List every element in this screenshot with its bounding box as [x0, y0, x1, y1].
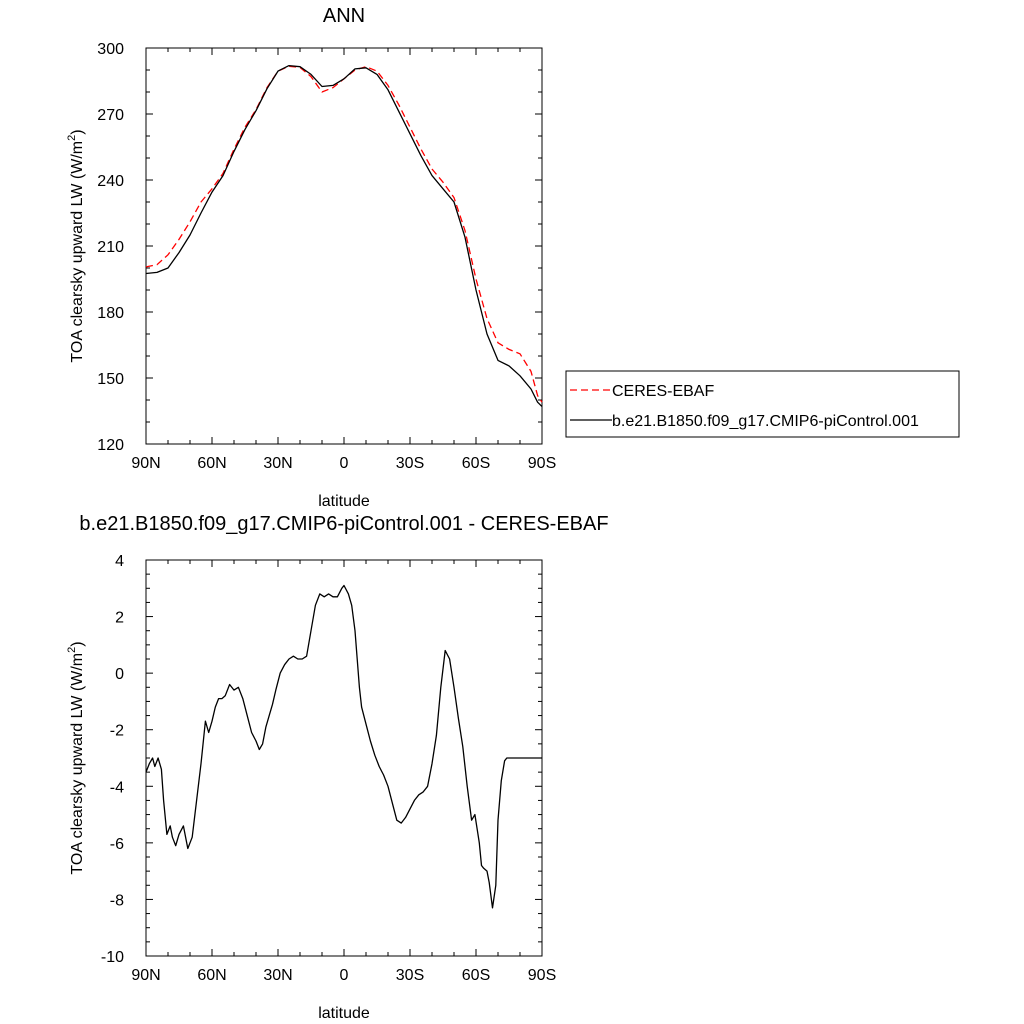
- x-tick-label: 0: [340, 967, 349, 984]
- y-tick-label: 180: [97, 305, 124, 322]
- y-tick-label: 4: [115, 553, 124, 570]
- bottom-chart-lines: [145, 584, 542, 909]
- y-tick-label: -6: [110, 836, 124, 853]
- x-tick-label: 60S: [462, 967, 490, 984]
- series-line-model: [145, 584, 542, 909]
- y-tick-label: 120: [97, 437, 124, 454]
- y-tick-label: -10: [101, 949, 124, 966]
- bottom-chart-plot-frame: [145, 559, 543, 957]
- top-chart-lines: [145, 64, 543, 408]
- top-chart-title: ANN: [323, 5, 365, 27]
- y-tick-label: -4: [110, 779, 124, 796]
- legend-label-model: b.e21.B1850.f09_g17.CMIP6-piControl.001: [612, 413, 919, 430]
- y-tick-label: -8: [110, 892, 124, 909]
- legend: CERES-EBAF b.e21.B1850.f09_g17.CMIP6-piC…: [565, 370, 960, 438]
- y-tick-label: 270: [97, 107, 124, 124]
- bottom-chart-y-axis-label: TOA clearsky upward LW (W/m2): [66, 641, 86, 874]
- x-tick-label: 90N: [131, 455, 160, 472]
- bottom-chart-panel: b.e21.B1850.f09_g17.CMIP6-piControl.001 …: [66, 513, 609, 1022]
- y-tick-label: 300: [97, 41, 124, 58]
- top-chart-ticks: 90N 60N 30N 0 30S 60S 90S 300 270 240 210 180 150 120: [97, 41, 556, 472]
- x-tick-label: 90S: [528, 455, 556, 472]
- x-tick-label: 60N: [197, 967, 226, 984]
- series-line-ceres: [145, 65, 543, 403]
- y-tick-label: 240: [97, 173, 124, 190]
- bottom-chart-ticks: 90N 60N 30N 0 30S 60S 90S 4 2 0 -2 -4 -6 -8 -10: [101, 553, 556, 984]
- legend-box: [565, 370, 960, 438]
- x-tick-label: 30N: [263, 967, 292, 984]
- y-tick-label: -2: [110, 723, 124, 740]
- x-tick-label: 30S: [396, 455, 424, 472]
- series-line-model: [145, 64, 543, 408]
- x-tick-label: 60N: [197, 455, 226, 472]
- top-chart-plot-frame: [145, 47, 543, 445]
- x-tick-label: 90S: [528, 967, 556, 984]
- x-tick-label: 90N: [131, 967, 160, 984]
- x-tick-label: 30S: [396, 967, 424, 984]
- x-tick-label: 30N: [263, 455, 292, 472]
- bottom-chart-title: b.e21.B1850.f09_g17.CMIP6-piControl.001 …: [79, 513, 608, 535]
- top-chart-x-axis-label: latitude: [318, 493, 370, 510]
- x-tick-label: 0: [340, 455, 349, 472]
- top-chart-panel: ANN 90N 60N 30N 0 30S 60S 90S 300 270 240 210 180 15…: [66, 5, 556, 510]
- x-tick-label: 60S: [462, 455, 490, 472]
- legend-label-ceres: CERES-EBAF: [612, 383, 714, 400]
- top-chart-y-axis-label: TOA clearsky upward LW (W/m2): [66, 129, 86, 362]
- y-tick-label: 2: [115, 610, 124, 627]
- y-tick-label: 0: [115, 666, 124, 683]
- y-tick-label: 210: [97, 239, 124, 256]
- y-tick-label: 150: [97, 371, 124, 388]
- bottom-chart-x-axis-label: latitude: [318, 1005, 370, 1022]
